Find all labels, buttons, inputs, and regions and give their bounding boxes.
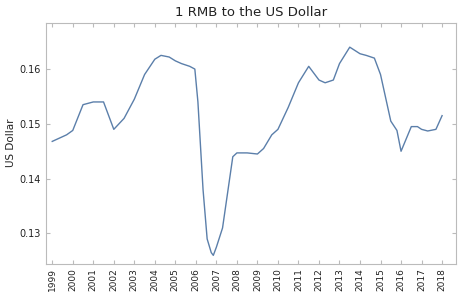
Title: 1 RMB to the US Dollar: 1 RMB to the US Dollar (175, 6, 327, 18)
Y-axis label: US Dollar: US Dollar (6, 119, 16, 167)
